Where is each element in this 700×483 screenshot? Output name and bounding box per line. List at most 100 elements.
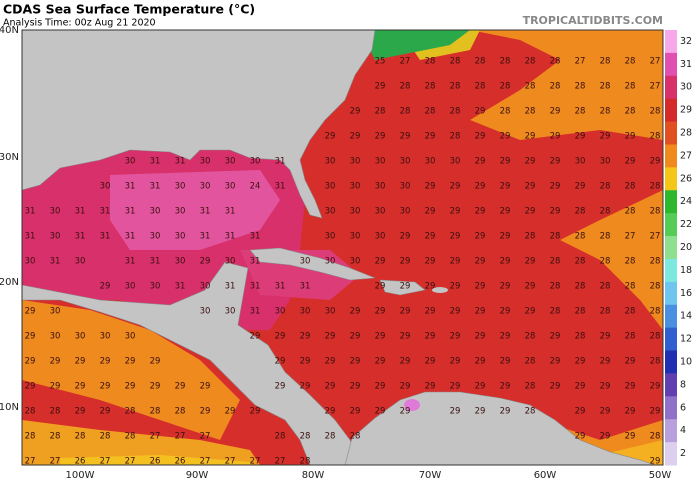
sst-value: 29: [500, 407, 511, 417]
sst-value: 28: [625, 282, 636, 292]
sst-value: 29: [625, 132, 636, 142]
sst-value: 29: [525, 157, 536, 167]
sst-value: 29: [75, 357, 86, 367]
sst-value: 30: [100, 182, 111, 192]
sst-value: 29: [650, 157, 661, 167]
sst-value: 29: [275, 382, 286, 392]
sst-value: 29: [475, 332, 486, 342]
sst-value: 29: [425, 232, 436, 242]
sst-value: 27: [125, 457, 136, 467]
sst-value: 28: [475, 82, 486, 92]
sst-value: 29: [325, 332, 336, 342]
sst-value: 29: [175, 382, 186, 392]
sst-value: 30: [350, 207, 361, 217]
sst-value: 30: [350, 182, 361, 192]
sst-value: 26: [175, 457, 186, 467]
sst-value: 27: [250, 457, 261, 467]
sst-value: 29: [600, 357, 611, 367]
sst-value: 31: [125, 232, 136, 242]
colorbar-swatch: [665, 121, 677, 145]
sst-value: 31: [200, 207, 211, 217]
sst-value: 28: [125, 407, 136, 417]
sst-value: 28: [425, 107, 436, 117]
colorbar-swatch: [665, 258, 677, 283]
sst-value: 29: [400, 132, 411, 142]
sst-value: 29: [75, 382, 86, 392]
sst-value: 29: [400, 232, 411, 242]
sst-value: 28: [525, 57, 536, 67]
sst-value: 29: [525, 132, 536, 142]
sst-value: 28: [650, 257, 661, 267]
sst-value: 28: [600, 232, 611, 242]
sst-value: 28: [525, 107, 536, 117]
sst-value: 29: [575, 432, 586, 442]
sst-value: 28: [600, 107, 611, 117]
sst-value: 29: [550, 132, 561, 142]
sst-value: 29: [500, 382, 511, 392]
sst-value: 30: [50, 207, 61, 217]
sst-value: 29: [525, 282, 536, 292]
sst-value: 29: [250, 332, 261, 342]
sst-value: 31: [100, 232, 111, 242]
sst-value: 29: [500, 282, 511, 292]
sst-value: 28: [425, 82, 436, 92]
sst-value: 29: [425, 382, 436, 392]
sst-value: 30: [375, 182, 386, 192]
sst-value: 29: [625, 157, 636, 167]
sst-value: 28: [575, 82, 586, 92]
colorbar-swatch: [665, 52, 677, 77]
colorbar-label: 20: [680, 242, 692, 253]
lon-label: 90W: [186, 470, 209, 481]
sst-value: 28: [100, 432, 111, 442]
sst-value: 29: [475, 357, 486, 367]
sst-value: 29: [350, 357, 361, 367]
sst-value: 28: [650, 182, 661, 192]
sst-value: 29: [450, 332, 461, 342]
colorbar-swatch: [665, 396, 677, 420]
sst-value: 28: [175, 407, 186, 417]
sst-value: 30: [125, 332, 136, 342]
sst-value: 30: [325, 257, 336, 267]
sst-value: 30: [275, 307, 286, 317]
colorbar-swatch: [665, 304, 677, 329]
sst-value: 29: [275, 332, 286, 342]
sst-value: 29: [600, 382, 611, 392]
sst-value: 30: [375, 207, 386, 217]
colorbar-label: 30: [680, 82, 692, 93]
colorbar-label: 31: [680, 59, 692, 70]
sst-value: 31: [100, 207, 111, 217]
sst-value: 31: [25, 207, 36, 217]
sst-value: 29: [625, 432, 636, 442]
sst-value: 31: [225, 282, 236, 292]
sst-value: 29: [500, 332, 511, 342]
sst-value: 28: [600, 82, 611, 92]
sst-value: 30: [250, 157, 261, 167]
sst-value: 25: [375, 57, 386, 67]
sst-value: 27: [200, 432, 211, 442]
sst-value: 29: [300, 382, 311, 392]
sst-value: 29: [525, 182, 536, 192]
lon-label: 70W: [419, 470, 442, 481]
sst-value: 28: [525, 382, 536, 392]
sst-value: 27: [400, 57, 411, 67]
sst-value: 27: [650, 232, 661, 242]
sst-value: 28: [625, 57, 636, 67]
colorbar-label: 16: [680, 288, 692, 299]
sst-value: 31: [200, 232, 211, 242]
sst-value: 28: [650, 332, 661, 342]
sst-value: 29: [600, 432, 611, 442]
lon-label: 50W: [649, 470, 672, 481]
sst-value: 29: [425, 307, 436, 317]
sst-value: 30: [175, 257, 186, 267]
sst-value: 29: [500, 157, 511, 167]
sst-value: 29: [425, 132, 436, 142]
sst-value: 29: [400, 357, 411, 367]
sst-value: 28: [450, 82, 461, 92]
sst-value: 29: [625, 382, 636, 392]
sst-value: 28: [600, 307, 611, 317]
sst-value: 28: [325, 432, 336, 442]
sst-value: 29: [575, 132, 586, 142]
sst-value: 27: [175, 432, 186, 442]
sst-value: 30: [175, 207, 186, 217]
sst-value: 29: [150, 382, 161, 392]
